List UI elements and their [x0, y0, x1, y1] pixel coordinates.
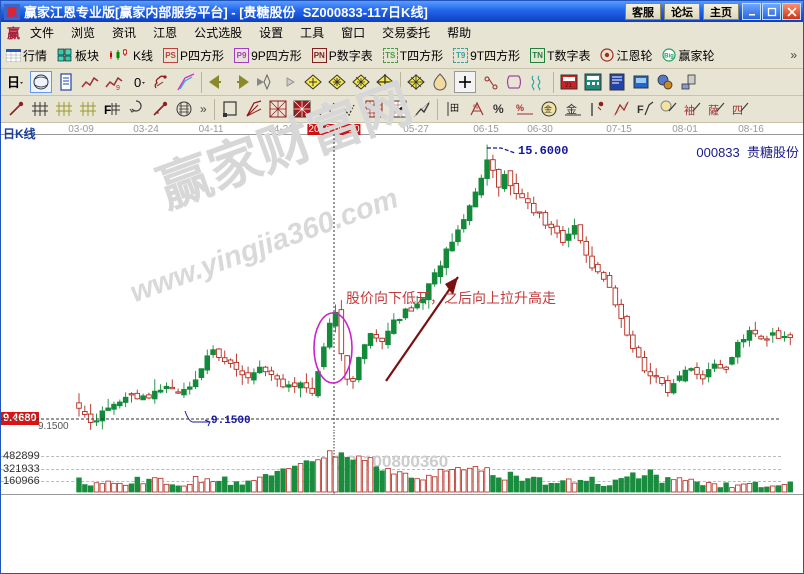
svg-text:金: 金 — [566, 102, 577, 116]
svg-text:%: % — [516, 103, 524, 113]
svg-text:Big: Big — [665, 54, 675, 60]
svg-text:赢: 赢 — [7, 5, 18, 19]
svg-text:金: 金 — [544, 104, 552, 114]
svg-text:21: 21 — [565, 83, 572, 89]
svg-text:9: 9 — [116, 85, 120, 92]
svg-text:F: F — [637, 104, 644, 116]
svg-text:日: 日 — [7, 75, 20, 90]
svg-text:F: F — [104, 103, 111, 117]
svg-text:0: 0 — [134, 75, 141, 90]
